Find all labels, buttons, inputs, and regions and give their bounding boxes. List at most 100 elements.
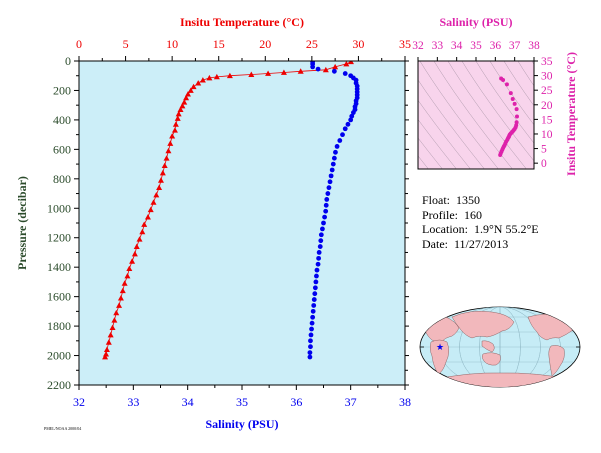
salinity-point bbox=[350, 110, 356, 115]
temperature-tick-label: 20 bbox=[259, 37, 271, 51]
temperature-point bbox=[153, 192, 160, 198]
temperature-point bbox=[172, 121, 179, 127]
salinity-point bbox=[342, 126, 348, 132]
salinity-point bbox=[342, 71, 348, 76]
land-australia bbox=[482, 352, 501, 366]
temperature-point bbox=[116, 302, 123, 308]
temperature-point bbox=[190, 83, 197, 90]
inset-point bbox=[514, 120, 519, 125]
salinity-tick-label: 36 bbox=[290, 395, 302, 409]
temperature-point bbox=[139, 228, 146, 235]
density-contour bbox=[418, 119, 457, 169]
density-contours bbox=[418, 61, 534, 169]
salinity-point bbox=[307, 350, 313, 355]
inset-salinity-tick-label: 35 bbox=[470, 40, 482, 52]
salinity-point bbox=[317, 244, 323, 249]
temperature-axis-title: Insitu Temperature (°C) bbox=[180, 15, 304, 29]
salinity-point bbox=[331, 68, 337, 74]
main-plot-frame bbox=[78, 60, 406, 386]
temperature-point bbox=[213, 73, 220, 80]
salinity-point bbox=[309, 326, 314, 332]
density-contour bbox=[475, 61, 534, 144]
salinity-tick-label: 33 bbox=[127, 395, 139, 409]
temperature-point bbox=[105, 339, 112, 345]
density-contour bbox=[418, 79, 485, 169]
temperature-point bbox=[107, 331, 114, 338]
inset-point bbox=[510, 96, 515, 101]
temperature-tick-label: 10 bbox=[166, 37, 178, 51]
salinity-point bbox=[321, 220, 326, 226]
temperature-point bbox=[129, 258, 136, 264]
salinity-point bbox=[316, 250, 322, 255]
inset-point bbox=[498, 152, 503, 157]
inset-temperature-axis-title: Insitu Temperature (°C) bbox=[564, 52, 578, 176]
inset-temperature-tick-label: 35 bbox=[541, 56, 553, 68]
inset-point bbox=[504, 82, 509, 87]
salinity-point bbox=[309, 320, 315, 326]
inset-salinity-axis-title: Salinity (PSU) bbox=[439, 15, 512, 29]
pressure-tick-label: 0 bbox=[65, 54, 71, 68]
footer-note: PMEL/NOAA 2000/04 bbox=[44, 426, 81, 431]
temperature-point bbox=[248, 71, 255, 77]
temperature-point bbox=[179, 102, 186, 109]
salinity-point bbox=[310, 314, 316, 320]
salinity-point bbox=[323, 208, 329, 214]
temperature-point bbox=[157, 177, 164, 183]
inset-salinity-tick-label: 37 bbox=[509, 40, 521, 52]
salinity-series bbox=[307, 61, 360, 360]
ts-inset-series bbox=[498, 76, 519, 157]
density-contour bbox=[489, 61, 534, 126]
land-africa bbox=[430, 339, 449, 375]
temperature-point bbox=[280, 69, 287, 75]
salinity-point bbox=[331, 155, 337, 161]
salinity-point bbox=[327, 179, 333, 185]
inset-salinity-tick-label: 32 bbox=[412, 40, 424, 52]
date-label: Date: bbox=[422, 236, 448, 251]
inset-temperature-tick-label: 30 bbox=[541, 71, 553, 83]
salinity-point bbox=[308, 344, 313, 350]
land-south-america bbox=[548, 345, 565, 377]
salinity-point bbox=[315, 261, 321, 267]
temperature-point bbox=[109, 324, 116, 330]
inset-temperature-tick-label: 10 bbox=[541, 129, 553, 141]
temperature-point bbox=[332, 63, 339, 70]
temperature-point bbox=[136, 236, 143, 242]
float-label: Float: bbox=[422, 193, 451, 207]
temperature-point bbox=[119, 287, 126, 294]
salinity-point bbox=[308, 338, 313, 344]
main-axis-ticks: 0 5 10 15 20 25 30 35 32 33 34 35 36 37 38 0 200 400 600 80… bbox=[47, 37, 411, 409]
salinity-point bbox=[326, 185, 332, 191]
temperature-tick-label: 30 bbox=[352, 37, 364, 51]
salinity-point bbox=[308, 332, 314, 338]
inset-point bbox=[514, 114, 519, 119]
temperature-point bbox=[103, 346, 110, 353]
density-contour bbox=[503, 61, 534, 107]
salinity-point bbox=[340, 132, 345, 138]
temperature-series bbox=[102, 61, 354, 360]
temperature-tick-label: 35 bbox=[399, 37, 411, 51]
pressure-tick-label: 600 bbox=[53, 142, 71, 156]
salinity-point bbox=[312, 285, 318, 291]
pressure-tick-label: 1600 bbox=[47, 290, 71, 304]
temperature-point bbox=[183, 94, 190, 101]
salinity-point bbox=[348, 117, 354, 123]
pressure-tick-label: 2200 bbox=[47, 378, 71, 392]
salinity-point bbox=[318, 232, 324, 238]
pressure-tick-label: 200 bbox=[53, 83, 71, 97]
float-location-star-icon: ★ bbox=[436, 342, 444, 352]
salinity-point bbox=[316, 255, 322, 261]
salinity-tick-label: 32 bbox=[73, 395, 85, 409]
density-contour bbox=[433, 61, 513, 169]
temperature-point bbox=[163, 155, 170, 161]
salinity-point bbox=[349, 113, 355, 119]
temperature-point bbox=[121, 280, 128, 286]
temperature-tick-label: 0 bbox=[76, 37, 82, 51]
salinity-point bbox=[329, 167, 335, 173]
inset-point bbox=[512, 101, 517, 106]
salinity-point bbox=[324, 197, 330, 202]
temperature-point bbox=[343, 61, 350, 67]
temperature-point bbox=[141, 221, 148, 227]
inset-salinity-tick-label: 34 bbox=[451, 40, 463, 52]
